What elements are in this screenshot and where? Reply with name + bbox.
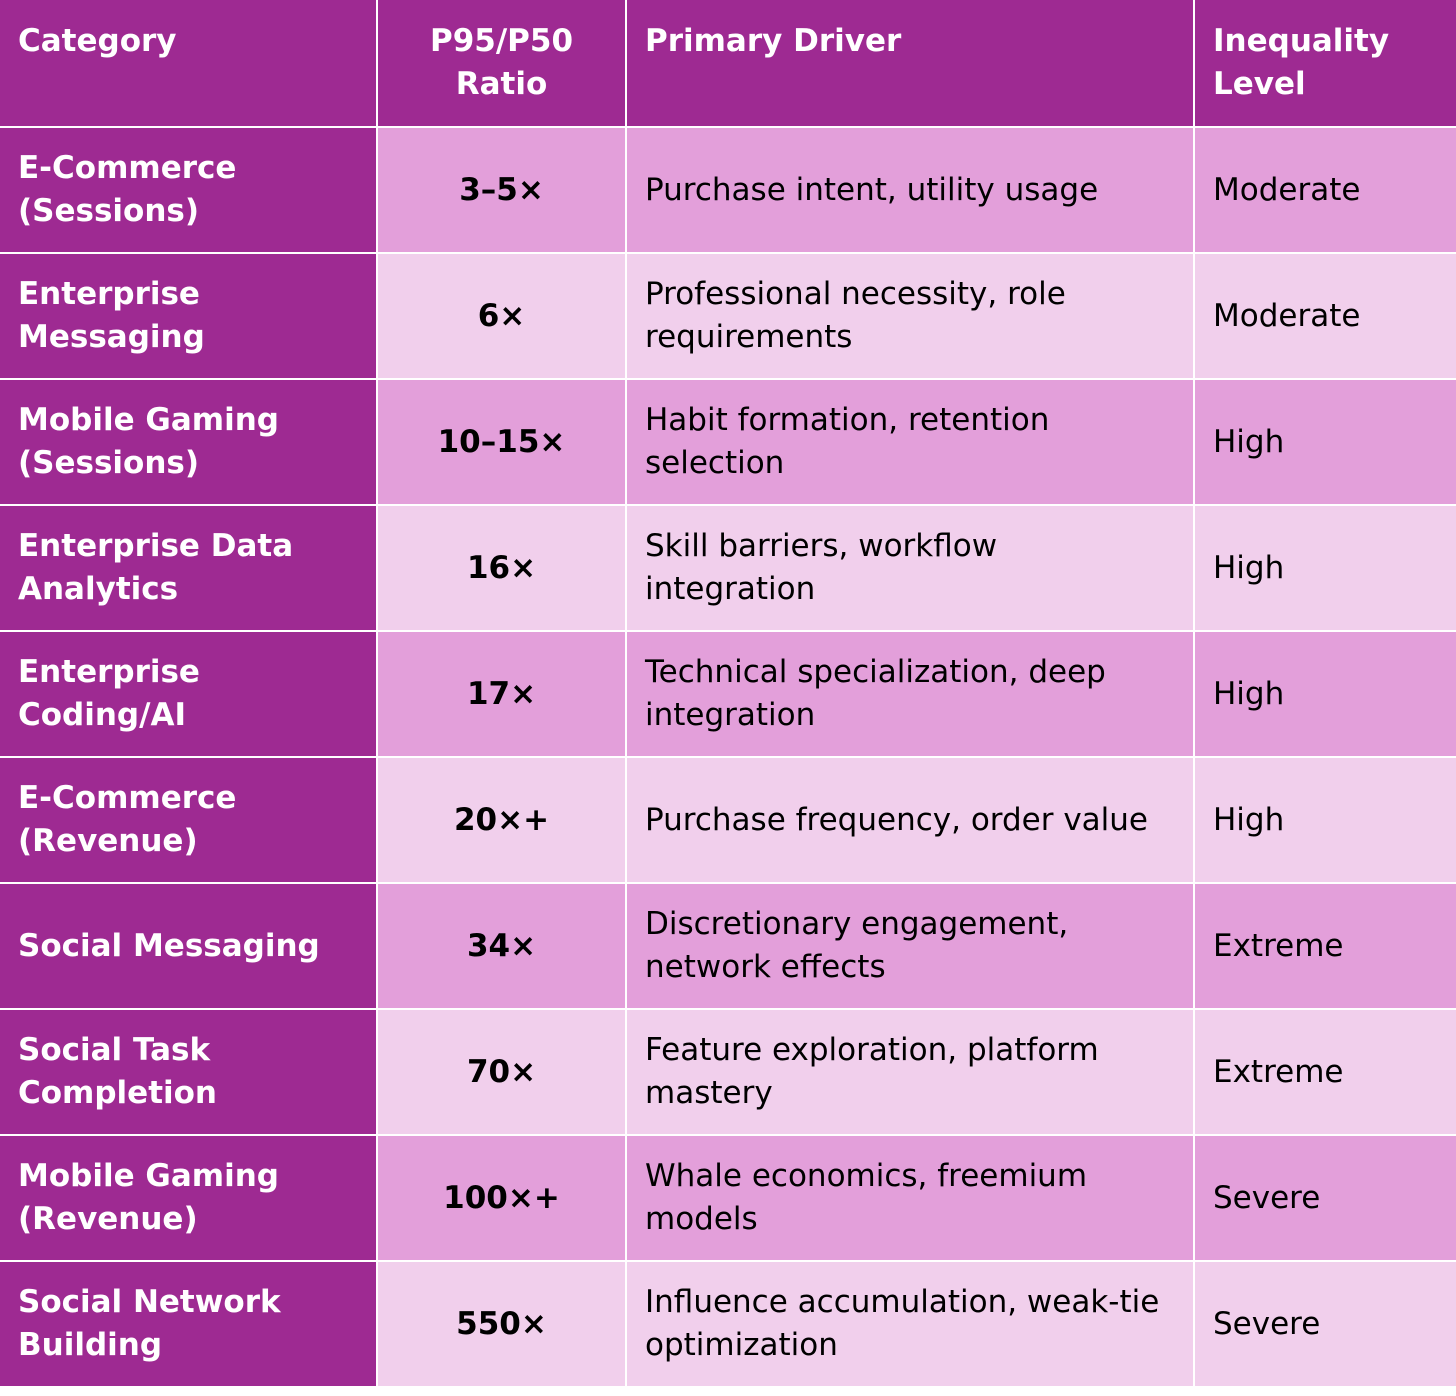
table-row: Mobile Gaming (Sessions) 10–15× Habit fo…	[0, 379, 1456, 506]
driver-cell: Feature exploration, platform mastery	[626, 1009, 1195, 1136]
level-cell: Severe	[1194, 1261, 1456, 1388]
ratio-cell: 6×	[377, 253, 627, 380]
level-cell: Extreme	[1194, 1009, 1456, 1136]
category-cell: Social Network Building	[0, 1261, 378, 1388]
driver-cell: Professional necessity, role requirement…	[626, 253, 1195, 380]
table-row: Social Network Building 550× Influence a…	[0, 1261, 1456, 1388]
table-row: Enterprise Messaging 6× Professional nec…	[0, 253, 1456, 380]
level-cell: Moderate	[1194, 253, 1456, 380]
category-cell: Social Task Completion	[0, 1009, 378, 1136]
ratio-cell: 17×	[377, 631, 627, 758]
category-cell: Enterprise Data Analytics	[0, 505, 378, 632]
ratio-cell: 10–15×	[377, 379, 627, 506]
table-row: E-Commerce (Revenue) 20×+ Purchase frequ…	[0, 757, 1456, 884]
level-cell: High	[1194, 757, 1456, 884]
driver-cell: Influence accumulation, weak-tie optimiz…	[626, 1261, 1195, 1388]
ratio-cell: 16×	[377, 505, 627, 632]
table-row: Enterprise Data Analytics 16× Skill barr…	[0, 505, 1456, 632]
driver-cell: Technical specialization, deep integrati…	[626, 631, 1195, 758]
table-row: E-Commerce (Sessions) 3–5× Purchase inte…	[0, 127, 1456, 254]
table-row: Mobile Gaming (Revenue) 100×+ Whale econ…	[0, 1135, 1456, 1262]
header-ratio: P95/P50 Ratio	[377, 0, 627, 128]
driver-cell: Whale economics, freemium models	[626, 1135, 1195, 1262]
header-level: Inequality Level	[1194, 0, 1456, 128]
ratio-cell: 70×	[377, 1009, 627, 1136]
level-cell: Moderate	[1194, 127, 1456, 254]
category-cell: Enterprise Messaging	[0, 253, 378, 380]
level-cell: High	[1194, 631, 1456, 758]
category-cell: E-Commerce (Revenue)	[0, 757, 378, 884]
ratio-cell: 3–5×	[377, 127, 627, 254]
header-driver: Primary Driver	[626, 0, 1195, 128]
category-cell: Mobile Gaming (Revenue)	[0, 1135, 378, 1262]
ratio-cell: 550×	[377, 1261, 627, 1388]
table-row: Enterprise Coding/AI 17× Technical speci…	[0, 631, 1456, 758]
driver-cell: Skill barriers, workflow integration	[626, 505, 1195, 632]
category-cell: Enterprise Coding/AI	[0, 631, 378, 758]
level-cell: High	[1194, 379, 1456, 506]
header-category: Category	[0, 0, 378, 128]
ratio-cell: 100×+	[377, 1135, 627, 1262]
driver-cell: Purchase intent, utility usage	[626, 127, 1195, 254]
level-cell: Severe	[1194, 1135, 1456, 1262]
driver-cell: Discretionary engagement, network effect…	[626, 883, 1195, 1010]
category-cell: E-Commerce (Sessions)	[0, 127, 378, 254]
driver-cell: Purchase frequency, order value	[626, 757, 1195, 884]
table-row: Social Messaging 34× Discretionary engag…	[0, 883, 1456, 1010]
table-row: Social Task Completion 70× Feature explo…	[0, 1009, 1456, 1136]
ratio-cell: 34×	[377, 883, 627, 1010]
category-cell: Social Messaging	[0, 883, 378, 1010]
level-cell: Extreme	[1194, 883, 1456, 1010]
category-cell: Mobile Gaming (Sessions)	[0, 379, 378, 506]
ratio-cell: 20×+	[377, 757, 627, 884]
level-cell: High	[1194, 505, 1456, 632]
driver-cell: Habit formation, retention selection	[626, 379, 1195, 506]
header-row: Category P95/P50 Ratio Primary Driver In…	[0, 0, 1456, 128]
